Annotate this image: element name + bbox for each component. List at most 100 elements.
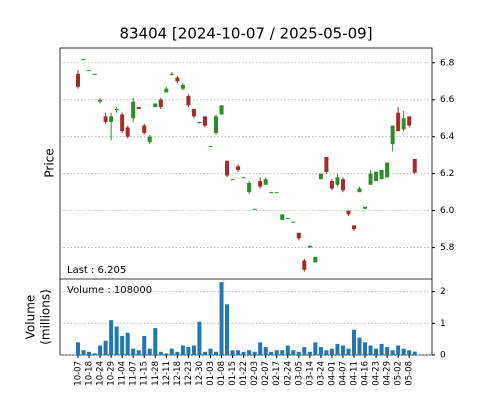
candle-body — [241, 177, 246, 179]
last-note: Last : 6.205 — [67, 265, 126, 276]
volume-bar — [346, 348, 351, 355]
candle-body — [285, 218, 290, 220]
candle-body — [396, 112, 401, 132]
chart-title: 83404 [2024-10-07 / 2025-05-09] — [119, 25, 372, 43]
candle-body — [142, 125, 147, 134]
candle-body — [280, 214, 285, 220]
candle-body — [390, 125, 395, 145]
candle-body — [81, 59, 86, 61]
candle-body — [374, 171, 379, 182]
volume-bar — [230, 350, 235, 355]
y-tick-label: 6.8 — [440, 58, 455, 68]
volume-bar — [131, 348, 136, 355]
candle-body — [125, 127, 130, 137]
candle-body — [269, 192, 274, 194]
volume-bar — [258, 342, 263, 355]
x-tick-label: 02-24 — [283, 361, 293, 386]
candle-body — [98, 99, 103, 102]
volume-bar — [103, 340, 108, 355]
volume-bar — [197, 321, 202, 355]
candle-body — [225, 160, 230, 176]
candle-body — [313, 256, 318, 263]
volume-bar — [247, 350, 252, 355]
candle-body — [197, 121, 202, 123]
volume-bar — [335, 343, 340, 355]
x-tick-label: 01-15 — [228, 361, 238, 386]
x-tick-label: 03-14 — [305, 361, 315, 386]
candle-body — [219, 105, 224, 115]
volume-bar — [407, 350, 412, 355]
x-tick-label: 12-30 — [195, 361, 205, 386]
volume-bar — [175, 351, 180, 355]
volume-bar — [214, 351, 218, 355]
volume-note: Volume : 108000 — [67, 285, 152, 296]
volume-bar — [269, 351, 274, 355]
candle-body — [186, 96, 191, 106]
volume-bar — [191, 345, 196, 355]
x-tick-label: 02-07 — [261, 361, 271, 386]
volume-bar — [252, 351, 257, 355]
x-tick-label: 01-22 — [239, 361, 249, 386]
y-tick-label: 6.0 — [440, 206, 455, 216]
x-tick-label: 12-11 — [162, 361, 172, 386]
volume-bar — [274, 350, 279, 355]
volume-bar — [153, 328, 158, 355]
candle-body — [153, 103, 158, 108]
candle-body — [109, 116, 114, 122]
candle-body — [401, 118, 406, 130]
plot-frame — [59, 47, 433, 356]
candle-body — [247, 182, 252, 193]
volume-bar — [368, 345, 373, 355]
x-tick-label: 10-24 — [96, 361, 106, 386]
volume-bar — [379, 343, 384, 355]
volume-bar — [98, 345, 103, 355]
y-tick-label: 6.2 — [440, 169, 454, 179]
volume-bar — [125, 332, 130, 355]
candle-body — [76, 73, 80, 87]
volume-bar — [147, 348, 152, 355]
x-tick-label: 05-02 — [394, 361, 404, 386]
candle-body — [214, 116, 218, 134]
y-tick-label: 6.4 — [440, 132, 455, 142]
volume-bar — [357, 337, 362, 355]
volume-bar — [180, 345, 185, 355]
candle-body — [230, 179, 235, 181]
candle-body — [180, 84, 185, 89]
volume-bar — [374, 348, 379, 355]
candle-body — [352, 225, 356, 230]
x-tick-label: 01-03 — [206, 361, 216, 386]
volume-bar — [136, 350, 141, 355]
volume-bar — [329, 348, 334, 355]
volume-bar — [291, 350, 296, 355]
candle-body — [357, 188, 362, 193]
candle-body — [147, 136, 152, 143]
candle-body — [103, 116, 108, 122]
candle-body — [175, 77, 180, 82]
x-tick-label: 02-03 — [250, 361, 260, 386]
candle-body — [169, 73, 174, 75]
volume-bar — [109, 320, 114, 355]
candle-body — [191, 108, 196, 117]
volume-bar — [324, 350, 329, 355]
volume-bar — [186, 347, 191, 355]
y-tick-label: 5.8 — [440, 243, 455, 253]
x-tick-label: 11-07 — [129, 361, 139, 386]
candle-body — [252, 208, 257, 210]
candle-body — [136, 107, 141, 109]
volume-bar — [208, 348, 213, 355]
x-tick-label: 10-18 — [85, 361, 95, 386]
volume-bar — [76, 342, 80, 355]
volume-bar — [158, 351, 163, 355]
x-tick-label: 04-23 — [372, 361, 382, 386]
x-tick-label: 03-05 — [294, 361, 304, 386]
volume-bar — [225, 304, 230, 355]
candle-body — [307, 245, 312, 248]
x-tick-label: 10-29 — [107, 361, 117, 386]
x-tick-label: 04-16 — [361, 361, 371, 386]
volume-bar — [296, 351, 301, 355]
candle-body — [158, 99, 163, 108]
volume-bar — [401, 348, 406, 355]
x-tick-label: 11-04 — [118, 361, 128, 386]
candle-body — [164, 88, 169, 93]
